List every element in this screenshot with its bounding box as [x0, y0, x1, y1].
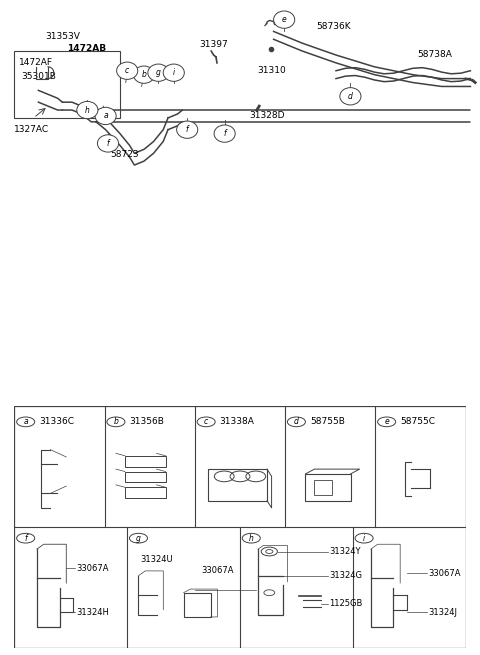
Bar: [183, 593, 211, 617]
Text: f: f: [186, 125, 189, 134]
Circle shape: [177, 121, 198, 138]
Text: h: h: [85, 105, 90, 115]
Text: 31336C: 31336C: [39, 417, 74, 426]
Text: a: a: [24, 417, 28, 426]
Bar: [125, 472, 166, 483]
Circle shape: [214, 125, 235, 142]
Text: 1125GB: 1125GB: [329, 599, 363, 608]
Text: d: d: [348, 92, 353, 101]
Text: d: d: [294, 417, 299, 426]
Circle shape: [288, 417, 305, 426]
Circle shape: [133, 66, 155, 83]
Circle shape: [17, 533, 35, 543]
Text: 58755B: 58755B: [310, 417, 345, 426]
Text: 58736K: 58736K: [316, 22, 350, 31]
Circle shape: [340, 88, 361, 105]
Text: 31328D: 31328D: [250, 111, 285, 120]
Text: 31338A: 31338A: [220, 417, 254, 426]
Text: f: f: [223, 129, 226, 138]
Text: 31310: 31310: [257, 66, 286, 75]
Circle shape: [117, 62, 138, 79]
Text: h: h: [249, 534, 254, 543]
Text: b: b: [113, 417, 119, 426]
Bar: [305, 474, 350, 500]
Text: 58723: 58723: [110, 150, 139, 159]
Circle shape: [130, 533, 147, 543]
Text: 31324U: 31324U: [140, 555, 172, 565]
Text: 31324G: 31324G: [329, 571, 362, 580]
Text: e: e: [282, 15, 287, 24]
Text: f: f: [24, 534, 27, 543]
Circle shape: [17, 417, 35, 426]
Text: b: b: [142, 70, 146, 79]
Bar: [208, 469, 267, 500]
Text: 31353V: 31353V: [46, 32, 81, 41]
Circle shape: [355, 533, 373, 543]
Text: g: g: [136, 534, 141, 543]
Text: 1472AF: 1472AF: [19, 58, 53, 67]
Text: c: c: [125, 66, 129, 75]
Text: 31324J: 31324J: [429, 608, 457, 616]
Text: 1472AB: 1472AB: [67, 44, 107, 53]
Text: 58738A: 58738A: [418, 50, 453, 59]
Text: 33067A: 33067A: [429, 569, 461, 578]
Text: c: c: [204, 417, 208, 426]
Text: 58755C: 58755C: [400, 417, 435, 426]
Text: 1327AC: 1327AC: [14, 124, 49, 134]
Text: 33067A: 33067A: [202, 567, 234, 575]
Text: 31397: 31397: [199, 40, 228, 49]
Text: 33067A: 33067A: [77, 564, 109, 573]
Text: g: g: [156, 68, 161, 77]
Circle shape: [97, 135, 119, 152]
Circle shape: [242, 533, 260, 543]
Text: i: i: [363, 534, 365, 543]
FancyBboxPatch shape: [14, 51, 120, 118]
Circle shape: [197, 417, 215, 426]
Text: f: f: [107, 139, 109, 148]
Bar: [125, 456, 166, 466]
Text: 35301B: 35301B: [22, 71, 57, 81]
Circle shape: [107, 417, 125, 426]
Bar: [125, 487, 166, 498]
Text: 31356B: 31356B: [130, 417, 164, 426]
Circle shape: [378, 417, 396, 426]
Circle shape: [77, 102, 98, 119]
Bar: [314, 480, 333, 495]
Text: a: a: [103, 111, 108, 121]
Text: 31324H: 31324H: [77, 608, 109, 616]
Circle shape: [148, 64, 169, 81]
Text: i: i: [173, 68, 175, 77]
Circle shape: [274, 11, 295, 28]
Text: 31324Y: 31324Y: [329, 547, 361, 556]
Circle shape: [163, 64, 184, 81]
Text: e: e: [384, 417, 389, 426]
Circle shape: [95, 107, 116, 124]
